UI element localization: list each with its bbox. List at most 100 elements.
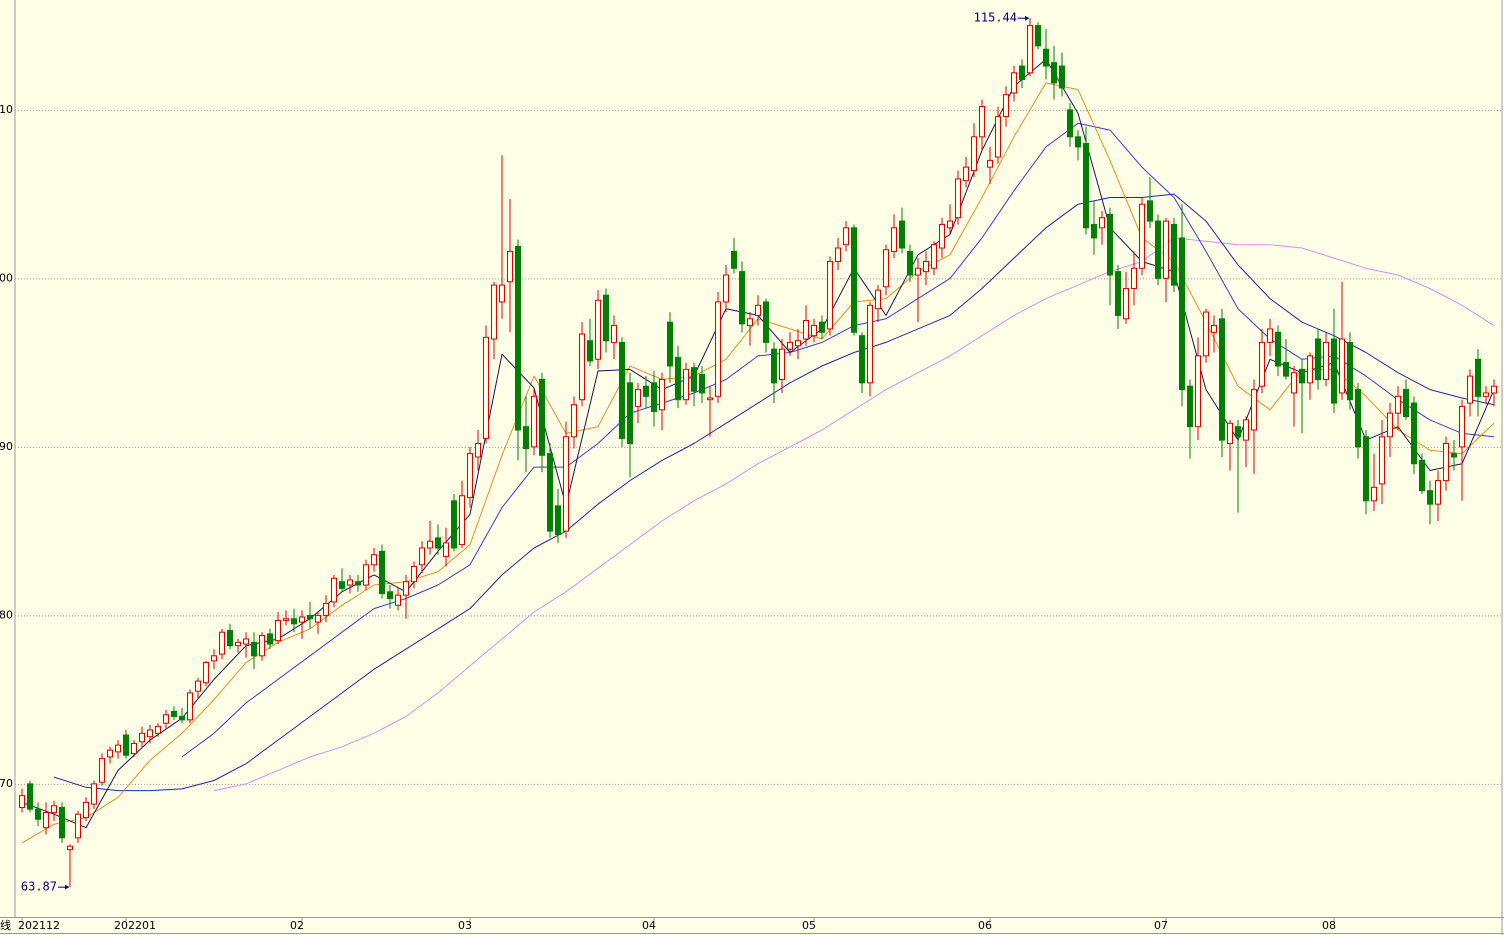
candle-body xyxy=(1123,287,1129,320)
candle-body xyxy=(771,348,777,384)
candle-body xyxy=(1003,94,1009,118)
candle-body xyxy=(723,274,729,303)
candle-body xyxy=(59,806,65,839)
candle-body xyxy=(787,341,793,350)
candle-body xyxy=(1363,436,1369,502)
candle-body xyxy=(1299,368,1305,384)
candle-body xyxy=(371,554,377,566)
candle-body xyxy=(331,577,337,603)
candle-body xyxy=(1435,480,1441,505)
candle-body xyxy=(1059,65,1065,89)
candle-body xyxy=(1043,48,1049,67)
candle-body xyxy=(1099,217,1105,229)
candle-body xyxy=(123,734,129,756)
candle-body xyxy=(979,105,985,138)
candle-body xyxy=(699,373,705,394)
y-tick-label: 100 xyxy=(0,271,13,284)
candle-body xyxy=(1275,331,1281,367)
candle-body xyxy=(1267,328,1273,343)
candle-body xyxy=(219,631,225,655)
candle-body xyxy=(99,758,105,783)
high-marker: 115.44 xyxy=(974,11,1017,25)
candle-body xyxy=(91,783,97,805)
candle-body xyxy=(435,537,441,549)
candle-body xyxy=(347,579,353,586)
candle-body xyxy=(547,453,553,532)
candle-body xyxy=(267,633,273,645)
candle-body xyxy=(1347,341,1353,401)
candle-body xyxy=(1235,426,1241,438)
candle-body xyxy=(603,294,609,342)
candle-body xyxy=(1019,65,1025,81)
candle-body xyxy=(1323,341,1329,380)
candle-body xyxy=(1291,372,1297,394)
candle-body xyxy=(883,249,889,288)
candle-body xyxy=(1163,220,1169,279)
x-tick-label: 07 xyxy=(1154,919,1168,932)
candle-body xyxy=(163,714,169,724)
candle-body xyxy=(283,618,289,621)
candle-body xyxy=(675,357,681,401)
candle-body xyxy=(1035,25,1041,47)
candle-body xyxy=(1475,358,1481,397)
candle-body xyxy=(891,227,897,252)
x-tick-label: 202201 xyxy=(114,919,156,932)
candle-body xyxy=(763,301,769,343)
y-tick-label: 90 xyxy=(0,440,13,453)
candle-body xyxy=(475,443,481,458)
candle-body xyxy=(1427,490,1433,505)
candle-body xyxy=(403,581,409,596)
candle-body xyxy=(139,732,145,743)
candle-body xyxy=(83,801,89,819)
candle-body xyxy=(179,715,185,721)
candle-body xyxy=(515,245,521,431)
candle-body xyxy=(643,385,649,397)
candle-body xyxy=(923,261,929,273)
candle-body xyxy=(691,367,697,392)
candle-body xyxy=(307,614,313,620)
candle-body xyxy=(1075,136,1081,148)
candle-body xyxy=(1115,271,1121,316)
high-marker-arrowhead xyxy=(1025,15,1029,21)
candle-body xyxy=(491,284,497,340)
candle-body xyxy=(531,395,537,448)
candle-body xyxy=(451,500,457,549)
candle-body xyxy=(227,630,233,647)
candles xyxy=(19,18,1497,888)
candle-body xyxy=(291,618,297,625)
candle-body xyxy=(1027,25,1033,74)
candle-body xyxy=(939,223,945,249)
candle-body xyxy=(739,271,745,325)
candle-body xyxy=(483,336,489,439)
candle-body xyxy=(259,635,265,657)
candle-body xyxy=(499,284,505,303)
candle-body xyxy=(715,301,721,397)
candle-body xyxy=(203,662,209,684)
candle-body xyxy=(635,389,641,407)
candle-body xyxy=(1131,267,1137,289)
low-marker-arrowhead xyxy=(65,884,69,890)
candle-body xyxy=(1411,402,1417,465)
candle-body xyxy=(595,299,601,360)
candle-body xyxy=(1355,389,1361,448)
candle-body xyxy=(235,641,241,647)
candle-body xyxy=(955,178,961,219)
labels: 线 70 80 90 100 110 202112 202201 02 03 04 05 06 07 08… xyxy=(0,11,1336,932)
candle-body xyxy=(523,426,529,450)
candle-body xyxy=(947,220,953,229)
candle-body xyxy=(1203,311,1209,357)
ma-line xyxy=(213,237,1495,792)
candle-body xyxy=(1483,392,1489,397)
candle-body xyxy=(1307,355,1313,384)
candle-body xyxy=(851,227,857,333)
candle-body xyxy=(915,267,921,276)
candle-body xyxy=(811,325,817,337)
candle-body xyxy=(587,340,593,362)
candle-body xyxy=(1419,459,1425,492)
candle-body xyxy=(419,547,425,566)
candle-body xyxy=(51,805,57,814)
candle-body xyxy=(779,348,785,380)
candle-body xyxy=(395,594,401,606)
candle-body xyxy=(443,542,449,557)
